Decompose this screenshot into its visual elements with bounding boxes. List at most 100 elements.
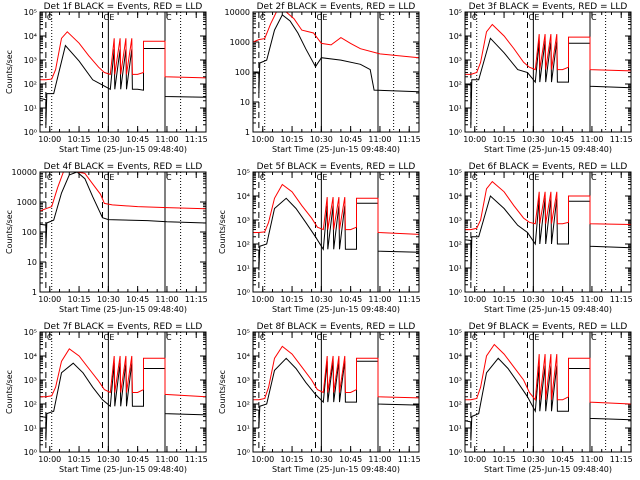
x-tick-label: 11:15 [185, 135, 208, 144]
x-tick-label: 10:30 [97, 455, 120, 464]
y-tick-label: 10⁰ [24, 128, 37, 137]
x-axis-label: Start Time (25-Jun-15 09:48:40) [59, 305, 187, 314]
series-lld-line [40, 172, 206, 212]
y-tick-label: 10000 [12, 168, 37, 177]
event-label: C [528, 173, 534, 182]
chart-title: Det 3f BLACK = Events, RED = LLD [469, 2, 628, 12]
event-label: C [379, 333, 385, 342]
x-tick-label: 10:45 [339, 295, 362, 304]
event-label: E [109, 333, 114, 342]
chart-title: Det 1f BLACK = Events, RED = LLD [44, 2, 203, 12]
x-axis-label: Start Time (25-Jun-15 09:48:40) [272, 145, 400, 154]
y-tick-label: 10⁰ [449, 288, 462, 297]
panel-6: Det 6f BLACK = Events, RED = LLD 10⁰ 10¹ 10… [449, 162, 633, 314]
y-tick-label: 1000 [230, 38, 250, 47]
event-label: C [316, 13, 322, 22]
x-tick-label: 10:15 [68, 295, 91, 304]
y-tick-label: 10⁴ [449, 192, 462, 201]
event-label: C [166, 333, 172, 342]
x-tick-label: 10:45 [339, 135, 362, 144]
x-tick-label: 10:45 [126, 135, 149, 144]
x-tick-label: 10:30 [310, 295, 333, 304]
series-lld-line [253, 183, 419, 235]
y-tick-label: 10² [449, 80, 462, 89]
event-label: C [166, 173, 172, 182]
x-tick-label: 10:45 [339, 455, 362, 464]
y-tick-label: 10² [449, 240, 462, 249]
y-tick-label: 10¹ [237, 264, 250, 273]
event-label: C [379, 173, 385, 182]
x-tick-label: 10:15 [281, 135, 304, 144]
y-tick-label: 10³ [237, 216, 250, 225]
x-axis-label: Start Time (25-Jun-15 09:48:40) [484, 145, 612, 154]
y-tick-label: 100 [235, 68, 250, 77]
series-lld-line [253, 12, 419, 59]
series-events-line [465, 357, 631, 441]
x-tick-label: 11:15 [185, 455, 208, 464]
series-lld-line [40, 31, 206, 81]
x-tick-label: 11:15 [610, 295, 633, 304]
chart-title: Det 8f BLACK = Events, RED = LLD [257, 322, 416, 332]
event-label: C [379, 13, 385, 22]
y-tick-label: 10⁴ [449, 352, 462, 361]
event-label: C [260, 173, 266, 182]
y-tick-label: 10¹ [237, 424, 250, 433]
plot-frame [39, 331, 207, 453]
x-tick-label: 10:15 [68, 135, 91, 144]
y-tick-label: 10⁵ [237, 168, 250, 177]
x-axis-label: Start Time (25-Jun-15 09:48:40) [272, 465, 400, 474]
x-tick-label: 10:00 [38, 455, 61, 464]
event-label: E [534, 173, 539, 182]
x-tick-label: 11:15 [610, 455, 633, 464]
event-label: E [322, 333, 327, 342]
panel-5: Det 5f BLACK = Events, RED = LLD Counts/s… [218, 162, 421, 314]
x-axis-label: Start Time (25-Jun-15 09:48:40) [59, 145, 187, 154]
series-events-line [40, 44, 206, 125]
x-tick-label: 10:15 [281, 455, 304, 464]
series-events-line [40, 172, 206, 248]
event-label: C [103, 173, 109, 182]
x-tick-label: 11:00 [580, 135, 603, 144]
series-lld-line [465, 180, 631, 231]
y-axis-label: Counts/sec [218, 210, 227, 254]
y-tick-label: 10⁰ [449, 448, 462, 457]
y-tick-label: 10⁰ [449, 128, 462, 137]
y-tick-label: 10 [240, 98, 250, 107]
y-axis-label: Counts/sec [5, 210, 14, 254]
event-label: E [534, 333, 539, 342]
x-tick-label: 11:00 [368, 295, 391, 304]
y-tick-label: 10⁵ [24, 8, 37, 17]
y-tick-label: 1 [32, 288, 37, 297]
x-tick-label: 10:30 [310, 455, 333, 464]
chart-title: Det 9f BLACK = Events, RED = LLD [469, 322, 628, 332]
x-tick-label: 10:15 [68, 455, 91, 464]
y-tick-label: 10² [24, 80, 37, 89]
event-label: E [322, 13, 327, 22]
event-label: C [472, 333, 478, 342]
x-tick-label: 11:15 [610, 135, 633, 144]
series-events-line [253, 357, 419, 429]
x-tick-label: 10:30 [97, 135, 120, 144]
plot-frame [464, 11, 632, 133]
y-axis-label: Counts/sec [5, 50, 14, 94]
x-axis-label: Start Time (25-Jun-15 09:48:40) [272, 305, 400, 314]
y-tick-label: 10¹ [449, 264, 462, 273]
y-axis-label: Counts/sec [218, 370, 227, 414]
plot-frame [39, 11, 207, 133]
series-lld-line [465, 23, 631, 75]
y-tick-label: 10⁴ [237, 352, 250, 361]
series-events-line [465, 37, 631, 125]
y-tick-label: 10000 [225, 8, 250, 17]
event-label: C [260, 13, 266, 22]
y-axis-label: Counts/sec [5, 370, 14, 414]
y-tick-label: 10⁵ [24, 328, 37, 337]
y-tick-label: 10⁴ [24, 32, 37, 41]
series-events-line [253, 14, 419, 94]
y-tick-label: 1000 [17, 198, 37, 207]
series-events-line [465, 195, 631, 281]
event-label: C [591, 13, 597, 22]
y-tick-label: 10⁴ [449, 32, 462, 41]
event-label: C [47, 333, 53, 342]
y-tick-label: 10⁰ [237, 448, 250, 457]
